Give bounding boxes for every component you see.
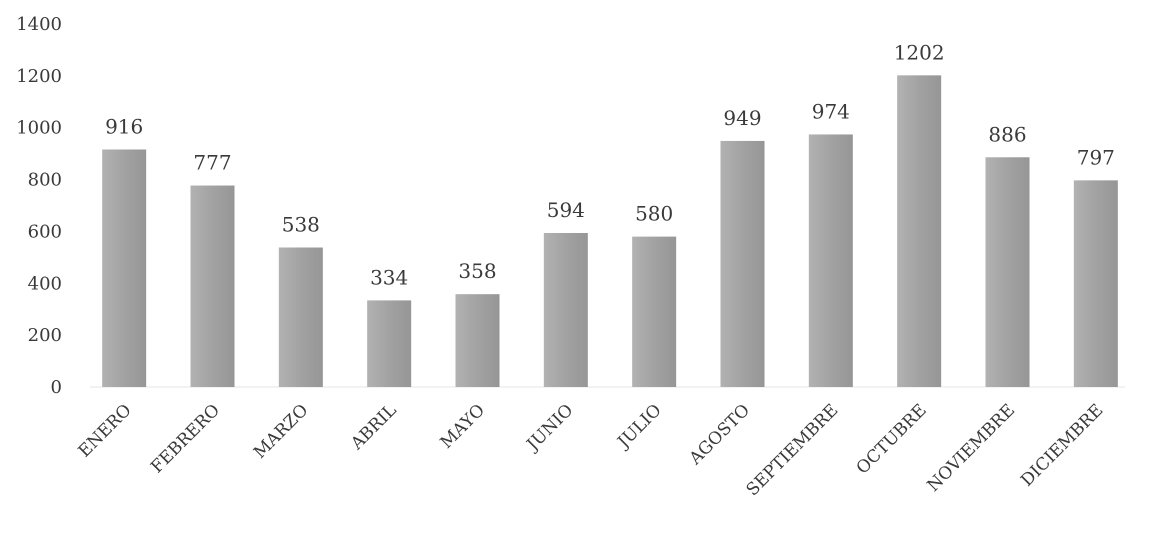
- y-tick-label: 0: [51, 377, 62, 398]
- y-tick-label: 1400: [16, 14, 62, 35]
- x-axis: ENERO FEBRERO MARZO ABRIL MAYO JUNIO JULIO AGOS…: [75, 400, 1108, 500]
- x-tick-label: OCTUBRE: [853, 400, 931, 478]
- x-tick-label: MARZO: [250, 400, 312, 462]
- x-tick-label: SEPTIEMBRE: [743, 400, 843, 500]
- bar-abril: [367, 300, 412, 387]
- data-label: 594: [547, 198, 585, 222]
- data-label: 358: [458, 259, 496, 283]
- bar-diciembre: [1073, 180, 1118, 387]
- data-label: 886: [988, 122, 1026, 146]
- bar-septiembre: [808, 134, 853, 387]
- x-tick-label: DICIEMBRE: [1017, 400, 1107, 490]
- y-tick-label: 1200: [16, 66, 62, 87]
- bar-mayo: [455, 294, 500, 387]
- x-tick-label: ABRIL: [347, 400, 401, 454]
- bar-enero: [102, 149, 147, 387]
- bar-julio: [632, 236, 677, 387]
- x-tick-label: JULIO: [613, 400, 666, 453]
- data-label: 916: [105, 114, 143, 138]
- data-label: 797: [1077, 145, 1115, 169]
- y-tick-label: 600: [28, 221, 62, 242]
- data-label: 974: [812, 99, 850, 123]
- data-label: 538: [282, 213, 320, 237]
- bar-marzo: [278, 247, 323, 387]
- x-tick-label: FEBRERO: [147, 400, 224, 477]
- bar-febrero: [190, 185, 235, 387]
- y-axis: 0 200 400 600 800 1000 1200 1400: [16, 14, 1125, 398]
- y-tick-label: 800: [28, 170, 62, 191]
- bar-agosto: [720, 140, 765, 387]
- x-tick-label: MAYO: [437, 400, 489, 452]
- y-tick-label: 1000: [16, 118, 62, 139]
- data-label: 580: [635, 202, 673, 226]
- data-label: 334: [370, 265, 408, 289]
- data-label: 1202: [894, 40, 945, 64]
- bar-junio: [543, 232, 588, 387]
- x-tick-label: NOVIEMBRE: [924, 400, 1019, 495]
- bar-noviembre: [985, 157, 1030, 387]
- x-tick-label: ENERO: [75, 400, 136, 461]
- bar-octubre: [897, 75, 942, 388]
- data-label: 949: [723, 106, 761, 130]
- y-tick-label: 400: [28, 273, 62, 294]
- bars-group: [102, 75, 1118, 388]
- data-label: 777: [193, 151, 231, 175]
- y-tick-label: 200: [28, 325, 62, 346]
- x-tick-label: JUNIO: [522, 400, 578, 456]
- data-labels-group: 916 777 538 334 358 594 580 949 974 1202 886 797: [105, 40, 1115, 289]
- x-tick-label: AGOSTO: [685, 400, 754, 469]
